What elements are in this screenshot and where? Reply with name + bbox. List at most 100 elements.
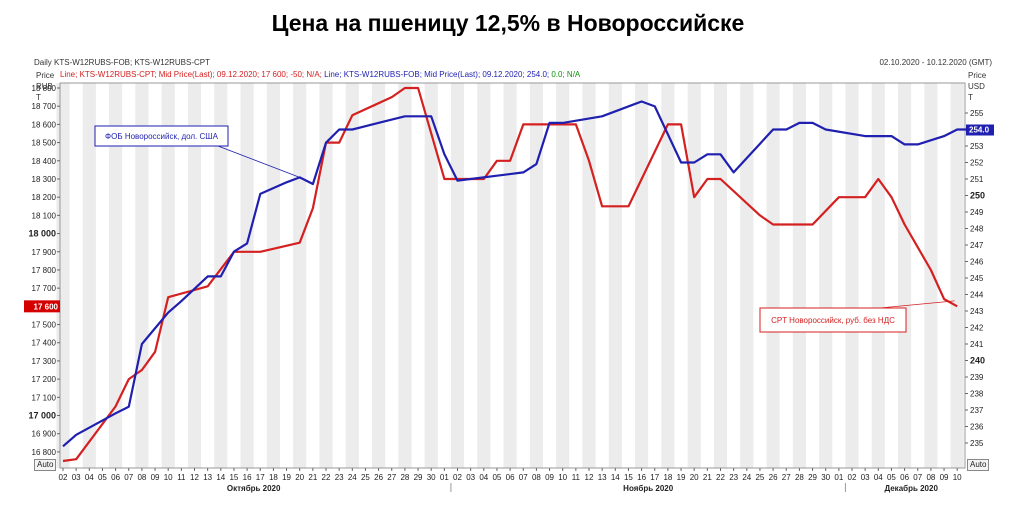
x-axis-tick-label: 07: [913, 473, 922, 482]
x-axis-tick-label: 22: [716, 473, 725, 482]
right-axis-tick-label: 248: [970, 225, 984, 234]
left-axis-tick-label: 18 000: [28, 229, 56, 239]
left-axis-tick-label: 17 700: [32, 284, 57, 293]
x-axis-tick-label: 03: [72, 473, 81, 482]
info-fob: Line; KTS-W12RUBS-FOB; Mid Price(Last); …: [324, 70, 550, 79]
x-axis-tick-label: 04: [874, 473, 883, 482]
day-band: [792, 83, 806, 468]
day-band: [424, 83, 438, 468]
x-axis-tick-label: 14: [611, 473, 620, 482]
right-axis-tick-label: 237: [970, 406, 984, 415]
left-axis-tick-label: 17 500: [32, 321, 57, 330]
x-axis-month-label: Декабрь 2020: [884, 484, 938, 493]
x-axis-tick-label: 22: [322, 473, 331, 482]
left-axis-tick-label: 18 100: [32, 211, 57, 220]
right-axis-tick-label: 238: [970, 390, 984, 399]
x-axis-tick-label: 12: [190, 473, 199, 482]
info-line: Line; KTS-W12RUBS-CPT; Mid Price(Last); …: [60, 70, 580, 79]
day-band: [450, 83, 465, 468]
x-axis-tick-label: 29: [414, 473, 423, 482]
right-axis-unit: Price USD T: [968, 70, 986, 103]
x-axis-tick-label: 15: [624, 473, 633, 482]
x-axis-month-label: Октябрь 2020: [227, 484, 281, 493]
right-axis-tick-label: 243: [970, 307, 984, 316]
x-axis-tick-label: 17: [256, 473, 265, 482]
left-current-value-label: 17 600: [34, 302, 59, 311]
x-axis-tick-label: 21: [703, 473, 712, 482]
day-band: [635, 83, 649, 468]
x-axis-tick-label: 06: [111, 473, 120, 482]
x-axis-tick-label: 04: [479, 473, 488, 482]
right-axis-tick-label: 252: [970, 159, 984, 168]
left-axis-tick-label: 16 900: [32, 430, 57, 439]
x-axis-tick-label: 09: [545, 473, 554, 482]
left-axis-tick-label: 18 700: [32, 102, 57, 111]
right-axis-tick-label: 241: [970, 340, 984, 349]
x-axis-tick-label: 06: [506, 473, 515, 482]
left-unit-line-2: RUB: [36, 82, 53, 91]
x-axis-tick-label: 23: [335, 473, 344, 482]
right-axis-tick-label: 240: [970, 356, 985, 366]
day-band: [477, 83, 491, 468]
left-axis-tick-label: 18 300: [32, 175, 57, 184]
x-axis-tick-label: 12: [585, 473, 594, 482]
day-band: [240, 83, 254, 468]
x-axis-tick-label: 02: [59, 473, 68, 482]
day-band: [319, 83, 333, 468]
x-axis-tick-label: 23: [729, 473, 738, 482]
left-axis-unit: Price RUB T: [36, 70, 54, 103]
day-band: [582, 83, 596, 468]
left-axis-tick-label: 17 000: [28, 411, 56, 421]
info-cpt: Line; KTS-W12RUBS-CPT; Mid Price(Last); …: [60, 70, 322, 79]
x-axis-tick-label: 13: [203, 473, 212, 482]
day-band: [845, 83, 859, 468]
left-axis-tick-label: 17 200: [32, 375, 57, 384]
x-axis-tick-label: 02: [453, 473, 462, 482]
date-range-header: 02.10.2020 - 10.12.2020 (GMT): [879, 58, 992, 67]
day-band: [187, 83, 202, 468]
x-axis-tick-label: 04: [85, 473, 94, 482]
x-axis-tick-label: 06: [900, 473, 909, 482]
right-axis-tick-label: 247: [970, 241, 984, 250]
x-axis-tick-label: 09: [940, 473, 949, 482]
left-auto-button[interactable]: Auto: [34, 459, 57, 471]
x-axis-tick-label: 10: [953, 473, 962, 482]
x-axis-tick-label: 01: [834, 473, 843, 482]
right-axis-tick-label: 251: [970, 175, 984, 184]
x-axis-tick-label: 26: [374, 473, 383, 482]
x-axis-tick-label: 19: [282, 473, 291, 482]
right-auto-button[interactable]: Auto: [967, 459, 990, 471]
x-axis-tick-label: 08: [532, 473, 541, 482]
x-axis-tick-label: 15: [229, 473, 238, 482]
right-unit-line-2: USD: [968, 82, 985, 91]
x-axis-tick-label: 25: [361, 473, 370, 482]
day-band: [608, 83, 622, 468]
x-axis-month-label: Ноябрь 2020: [623, 484, 674, 493]
day-band: [556, 83, 570, 468]
x-axis-tick-label: 25: [755, 473, 764, 482]
x-axis-tick-label: 02: [848, 473, 857, 482]
instruments-header: Daily KTS-W12RUBS-FOB; KTS-W12RUBS-CPT: [34, 58, 211, 67]
day-band: [109, 83, 123, 468]
left-axis-tick-label: 18 800: [32, 84, 57, 93]
day-band: [161, 83, 175, 468]
day-band: [345, 83, 359, 468]
left-axis-tick-label: 17 800: [32, 266, 57, 275]
x-axis-tick-label: 20: [690, 473, 699, 482]
x-axis-tick-label: 07: [519, 473, 528, 482]
x-axis-tick-label: 27: [782, 473, 791, 482]
left-unit-line-1: Price: [36, 71, 55, 80]
day-band: [529, 83, 543, 468]
x-axis-tick-label: 05: [887, 473, 896, 482]
x-axis-tick-label: 08: [137, 473, 146, 482]
x-axis-tick-label: 30: [427, 473, 436, 482]
x-axis-tick-label: 24: [348, 473, 357, 482]
left-axis-tick-label: 16 800: [32, 448, 57, 457]
right-current-value-marker: [966, 124, 994, 136]
x-axis-tick-label: 26: [769, 473, 778, 482]
day-band: [687, 83, 701, 468]
right-axis-tick-label: 245: [970, 274, 984, 283]
left-axis-tick-label: 17 900: [32, 248, 57, 257]
annotation-leader: [879, 300, 955, 309]
